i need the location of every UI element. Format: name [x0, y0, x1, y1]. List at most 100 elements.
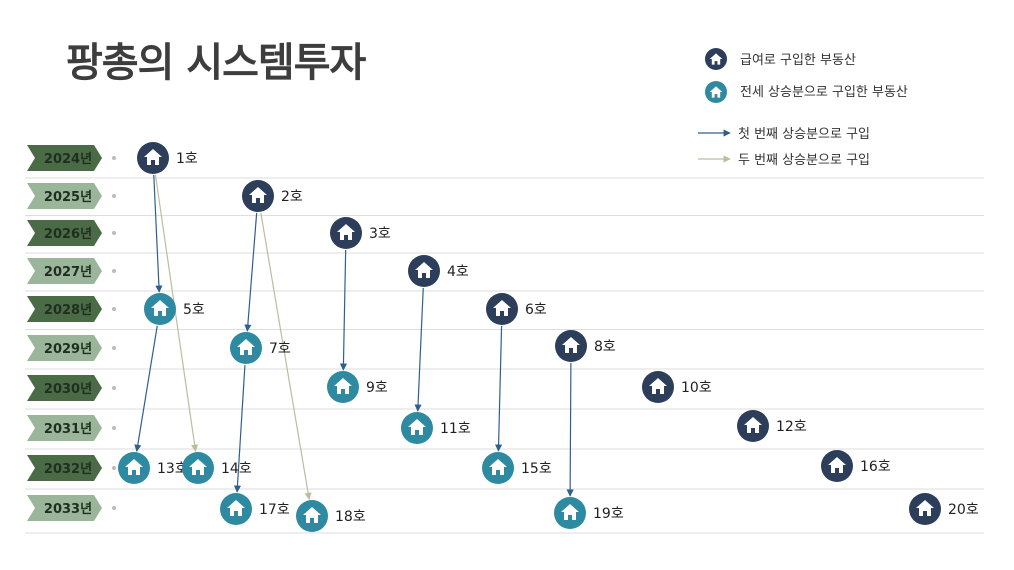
year-chevron [27, 375, 102, 401]
house-label: 7호 [269, 341, 291, 357]
year-label: 2026년 [44, 227, 92, 242]
house-label: 6호 [525, 302, 547, 318]
row-dot [112, 466, 116, 470]
house-label: 13호 [157, 461, 188, 477]
house-label: 20호 [948, 502, 979, 518]
row-dot [112, 426, 116, 430]
first-arrow [244, 212, 258, 332]
house-node: 15호 [482, 452, 552, 484]
house-node: 7호 [230, 332, 291, 364]
year-chevron [27, 335, 102, 361]
second-arrow [260, 212, 312, 500]
first-arrow [494, 325, 503, 452]
row-dot [112, 307, 116, 311]
row-dot [112, 269, 116, 273]
legend-second-arrow: 두 번째 상승분으로 구입 [698, 153, 870, 168]
year-chevron [27, 415, 102, 441]
row-dot [112, 506, 116, 510]
legend-jeonse: 전세 상승분으로 구입한 부동산 [705, 81, 908, 103]
house-node: 11호 [401, 412, 471, 444]
purchase-arrows [134, 174, 574, 500]
legend: 급여로 구입한 부동산 전세 상승분으로 구입한 부동산 첫 번째 상승분으로 … [698, 48, 908, 168]
first-arrow [153, 174, 163, 293]
legend-first-arrow: 첫 번째 상승분으로 구입 [698, 127, 870, 142]
year-chevron [27, 258, 102, 284]
house-node: 9호 [327, 371, 388, 403]
year-row: 2026년 [25, 220, 984, 254]
legend-first-arrow-label: 첫 번째 상승분으로 구입 [738, 127, 870, 142]
year-label: 2030년 [44, 382, 92, 397]
house-node: 5호 [144, 293, 205, 325]
house-label: 15호 [521, 461, 552, 477]
year-row: 2031년 [25, 415, 984, 450]
year-row: 2028년 [25, 296, 984, 330]
house-node: 3호 [330, 217, 391, 249]
page-title: 팡총의 시스템투자 [66, 40, 366, 86]
house-node: 20호 [909, 493, 979, 525]
year-chevron [27, 145, 102, 171]
year-label: 2028년 [44, 303, 92, 318]
house-label: 3호 [369, 226, 391, 242]
row-dot [112, 386, 116, 390]
year-row: 2029년 [25, 335, 984, 370]
house-node: 6호 [486, 293, 547, 325]
house-node: 13호 [118, 452, 188, 484]
house-node: 17호 [220, 493, 290, 525]
year-chevron [27, 495, 102, 521]
first-arrow [566, 362, 574, 497]
year-row: 2033년 [25, 495, 984, 534]
year-row: 2027년 [25, 258, 984, 292]
row-dot [112, 194, 116, 198]
house-label: 11호 [440, 421, 471, 437]
first-arrow [339, 249, 348, 371]
year-chevron [27, 455, 102, 481]
house-node: 4호 [408, 255, 469, 287]
house-node: 8호 [555, 330, 616, 362]
year-label: 2024년 [44, 152, 92, 167]
row-dot [112, 231, 116, 235]
house-label: 12호 [776, 419, 807, 435]
house-node: 16호 [821, 450, 891, 482]
house-label: 2호 [281, 189, 303, 205]
row-dot [112, 156, 116, 160]
legend-salary: 급여로 구입한 부동산 [705, 48, 856, 70]
year-label: 2029년 [44, 342, 92, 357]
houses: 1호 2호 3호 4호 5호 6호 7호 8호 9호 10호 11호 12호 13호 14호 15호 16호 1… [118, 142, 979, 532]
year-label: 2032년 [44, 462, 92, 477]
house-label: 17호 [259, 502, 290, 518]
house-node: 1호 [137, 142, 198, 174]
house-label: 4호 [447, 264, 469, 280]
house-label: 16호 [860, 459, 891, 475]
house-node: 10호 [642, 371, 712, 403]
house-node: 14호 [182, 452, 252, 484]
year-label: 2025년 [44, 190, 92, 205]
house-label: 18호 [335, 509, 366, 525]
year-rows: 2024년 2025년 2026년 2027년 2028년 2029년 2030년 2031년… [25, 145, 984, 534]
house-node: 2호 [242, 180, 303, 212]
year-row: 2032년 [25, 455, 984, 490]
first-arrow [414, 287, 424, 412]
year-chevron [27, 220, 102, 246]
house-label: 19호 [593, 506, 624, 522]
house-label: 9호 [366, 380, 388, 396]
first-arrow [233, 364, 246, 493]
house-label: 8호 [594, 339, 616, 355]
legend-salary-label: 급여로 구입한 부동산 [740, 53, 856, 68]
year-label: 2033년 [44, 502, 92, 517]
second-arrow [154, 174, 199, 452]
year-row: 2030년 [25, 375, 984, 410]
house-node: 18호 [296, 500, 366, 532]
house-label: 1호 [176, 151, 198, 167]
house-label: 10호 [681, 380, 712, 396]
year-label: 2031년 [44, 422, 92, 437]
first-arrow [134, 325, 158, 452]
year-chevron [27, 183, 102, 209]
year-row: 2025년 [25, 183, 984, 216]
year-row: 2024년 [25, 145, 984, 179]
house-label: 5호 [183, 302, 205, 318]
row-dot [112, 346, 116, 350]
house-label: 14호 [221, 461, 252, 477]
year-chevron [27, 296, 102, 322]
legend-jeonse-label: 전세 상승분으로 구입한 부동산 [740, 85, 908, 100]
